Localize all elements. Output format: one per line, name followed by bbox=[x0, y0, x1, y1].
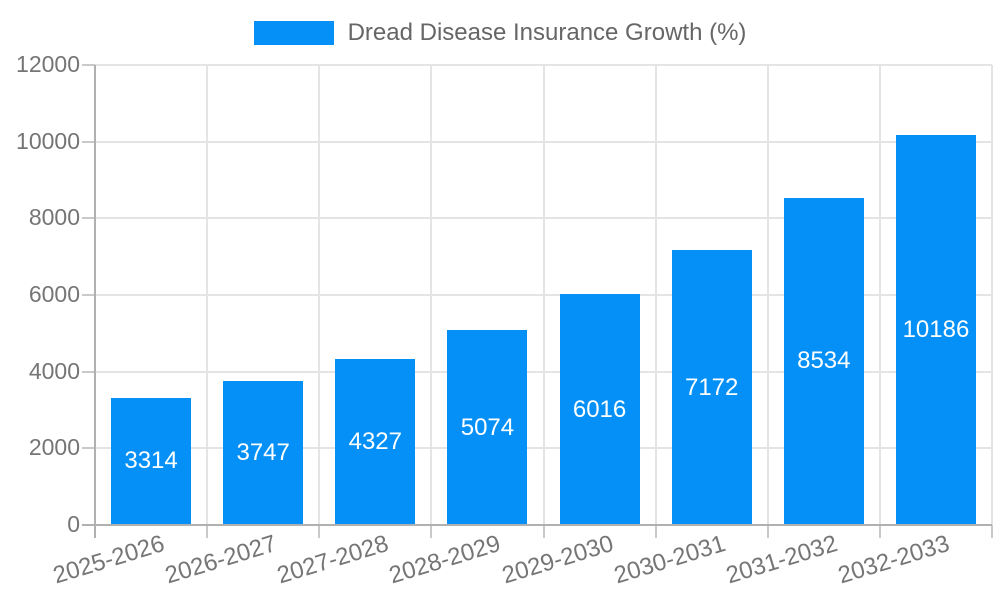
x-tick bbox=[206, 525, 209, 538]
bar[interactable]: 8534 bbox=[783, 197, 864, 525]
y-tick bbox=[82, 217, 95, 220]
v-gridline bbox=[542, 65, 545, 525]
bar[interactable]: 5074 bbox=[447, 330, 528, 525]
bar[interactable]: 3314 bbox=[111, 397, 192, 525]
bar-value-label: 3314 bbox=[124, 447, 178, 475]
bar[interactable]: 10186 bbox=[895, 134, 976, 525]
y-tick-label: 10000 bbox=[16, 127, 80, 154]
bar[interactable]: 6016 bbox=[559, 294, 640, 525]
x-tick bbox=[991, 525, 993, 538]
y-tick-label: 2000 bbox=[28, 434, 80, 461]
bar[interactable]: 4327 bbox=[335, 359, 416, 525]
v-gridline bbox=[206, 65, 209, 525]
bar-value-label: 5074 bbox=[460, 413, 515, 441]
bar-value-label: 7172 bbox=[684, 373, 739, 401]
v-gridline bbox=[766, 65, 769, 525]
y-tick-label: 0 bbox=[67, 511, 80, 537]
y-tick-label: 8000 bbox=[28, 204, 80, 231]
v-gridline bbox=[991, 65, 993, 525]
v-gridline bbox=[654, 65, 657, 525]
y-axis-line bbox=[94, 65, 96, 538]
y-tick-label: 4000 bbox=[28, 357, 80, 384]
legend-label: Dread Disease Insurance Growth (%) bbox=[347, 19, 747, 46]
bar-value-label: 8534 bbox=[797, 347, 851, 375]
x-axis-line bbox=[82, 524, 992, 526]
bar-value-label: 3747 bbox=[236, 439, 290, 467]
v-gridline bbox=[430, 65, 433, 525]
x-tick bbox=[766, 525, 769, 538]
bar-value-label: 4327 bbox=[348, 428, 402, 456]
chart-legend: Dread Disease Insurance Growth (%) bbox=[0, 14, 1000, 52]
y-tick bbox=[82, 370, 95, 373]
v-gridline bbox=[878, 65, 881, 525]
y-tick-label: 6000 bbox=[28, 281, 80, 307]
legend-color-swatch bbox=[253, 21, 334, 45]
y-tick bbox=[82, 294, 95, 296]
x-tick bbox=[318, 525, 321, 538]
bar-value-label: 6016 bbox=[572, 395, 627, 423]
v-gridline bbox=[318, 65, 321, 525]
x-tick bbox=[542, 525, 545, 538]
x-tick bbox=[654, 525, 657, 538]
y-tick bbox=[82, 447, 95, 450]
x-tick bbox=[878, 525, 881, 538]
bar[interactable]: 7172 bbox=[671, 250, 752, 525]
y-tick bbox=[82, 140, 95, 143]
bar-value-label: 10186 bbox=[902, 315, 970, 343]
y-tick-label: 12000 bbox=[16, 51, 80, 77]
bar[interactable]: 3747 bbox=[223, 381, 304, 525]
y-tick bbox=[82, 64, 95, 66]
x-tick bbox=[430, 525, 433, 538]
